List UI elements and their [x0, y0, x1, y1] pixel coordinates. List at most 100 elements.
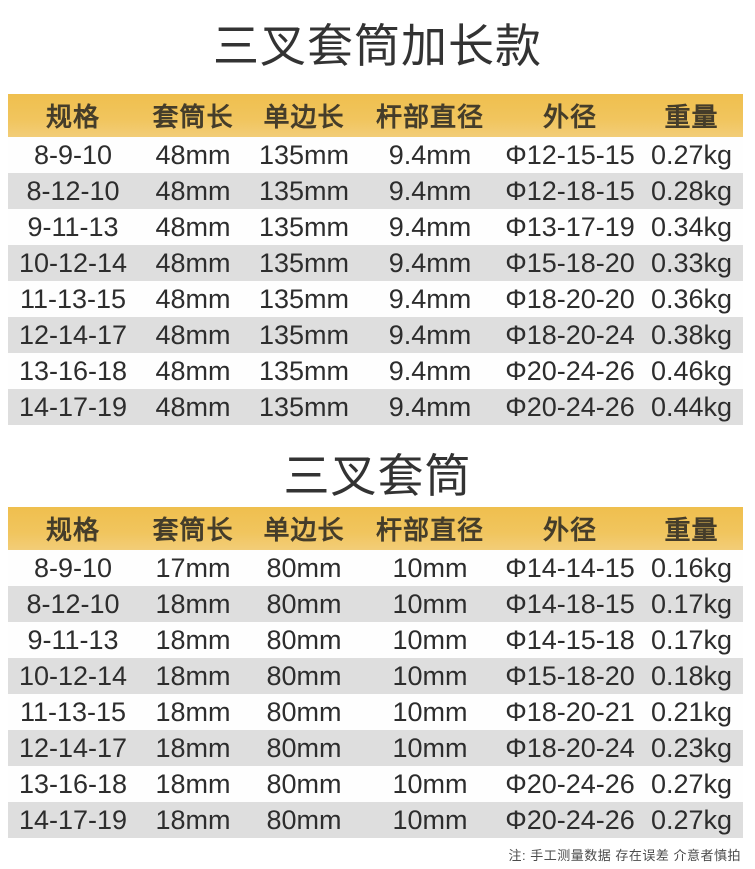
table-cell: Φ14-15-18	[505, 624, 635, 655]
footnote: 注: 手工测量数据 存在误差 介意者慎拍	[508, 848, 741, 863]
table-cell: 135mm	[258, 355, 350, 386]
table-row: 11-13-15 18mm 80mm 10mm Φ18-20-21 0.21kg	[8, 694, 743, 730]
spec-section-standard: 三叉套筒 规格 套筒长 单边长 杆部直径 外径 重量 8-9-10 17mm 80m…	[0, 445, 755, 838]
table-row: 14-17-19 18mm 80mm 10mm Φ20-24-26 0.27kg	[8, 802, 743, 838]
table-cell: 48mm	[155, 355, 231, 386]
table-row: 8-12-10 18mm 80mm 10mm Φ14-18-15 0.17kg	[8, 586, 743, 622]
table-row: 12-14-17 18mm 80mm 10mm Φ18-20-24 0.23kg	[8, 730, 743, 766]
table-cell: 80mm	[266, 732, 342, 763]
table-row: 13-16-18 18mm 80mm 10mm Φ20-24-26 0.27kg	[8, 766, 743, 802]
table-cell: 9.4mm	[388, 319, 472, 350]
table-cell: 10mm	[392, 624, 468, 655]
table-cell: 8-12-10	[26, 588, 120, 619]
table-cell: 10mm	[392, 768, 468, 799]
table-cell: 18mm	[155, 804, 231, 835]
table-cell: 0.17kg	[650, 588, 733, 619]
table-cell: 135mm	[258, 211, 350, 242]
table-cell: 8-9-10	[33, 552, 113, 583]
table-cell: 9.4mm	[388, 283, 472, 314]
table-cell: 0.34kg	[650, 211, 733, 242]
table-cell: 0.46kg	[650, 355, 733, 386]
column-header-rod-diameter: 杆部直径	[360, 94, 500, 137]
table-cell: 18mm	[155, 588, 231, 619]
table-cell: Φ13-17-19	[505, 211, 635, 242]
table-cell: 9.4mm	[388, 355, 472, 386]
table-cell: 0.28kg	[650, 175, 733, 206]
table-cell: 80mm	[266, 696, 342, 727]
table-cell: 0.18kg	[650, 660, 733, 691]
table-cell: 11-13-15	[19, 283, 127, 314]
column-header-weight: 重量	[640, 507, 743, 550]
table-cell: 48mm	[155, 283, 231, 314]
table-cell: Φ15-18-20	[505, 660, 635, 691]
table-cell: 135mm	[258, 139, 350, 170]
table-cell: 135mm	[258, 391, 350, 422]
table-cell: 80mm	[266, 804, 342, 835]
column-header-side-length: 单边长	[248, 507, 360, 550]
table-cell: 0.17kg	[650, 624, 733, 655]
table-cell: 11-13-15	[19, 696, 127, 727]
table-row: 9-11-13 48mm 135mm 9.4mm Φ13-17-19 0.34kg	[8, 209, 743, 245]
table-cell: 80mm	[266, 588, 342, 619]
table-cell: 48mm	[155, 247, 231, 278]
header-row: 规格 套筒长 单边长 杆部直径 外径 重量	[8, 507, 743, 550]
table-cell: 135mm	[258, 247, 350, 278]
table-cell: 0.27kg	[650, 139, 733, 170]
table-cell: 9-11-13	[27, 211, 119, 242]
table-cell: 135mm	[258, 319, 350, 350]
table-cell: 18mm	[155, 624, 231, 655]
column-header-socket-length: 套筒长	[138, 94, 248, 137]
table-cell: 0.23kg	[650, 732, 733, 763]
table-cell: 10-12-14	[18, 660, 128, 691]
table-cell: 0.33kg	[650, 247, 733, 278]
table-cell: 0.27kg	[650, 804, 733, 835]
section-title-standard: 三叉套筒	[283, 450, 472, 502]
table-cell: 135mm	[258, 283, 350, 314]
table-cell: 80mm	[266, 660, 342, 691]
column-header-outer-diameter: 外径	[500, 507, 640, 550]
table-cell: Φ18-20-21	[505, 696, 635, 727]
section-title-extended: 三叉套筒加长款	[213, 20, 542, 72]
table-cell: Φ20-24-26	[505, 768, 635, 799]
table-cell: 10-12-14	[18, 247, 128, 278]
table-cell: 18mm	[155, 696, 231, 727]
table-cell: 18mm	[155, 732, 231, 763]
table-row: 10-12-14 48mm 135mm 9.4mm Φ15-18-20 0.33kg	[8, 245, 743, 281]
table-cell: 48mm	[155, 139, 231, 170]
table-cell: Φ14-18-15	[505, 588, 635, 619]
table-cell: 10mm	[392, 804, 468, 835]
table-cell: 0.27kg	[650, 768, 733, 799]
table-cell: 9.4mm	[388, 175, 472, 206]
table-cell: 12-14-17	[18, 732, 128, 763]
table-cell: 18mm	[155, 660, 231, 691]
table-cell: 10mm	[392, 552, 468, 583]
table-cell: 135mm	[258, 175, 350, 206]
table-cell: 48mm	[155, 175, 231, 206]
spec-section-extended: 三叉套筒加长款 规格 套筒长 单边长 杆部直径 外径 重量 8-9-10 48mm…	[0, 0, 755, 425]
table-cell: 48mm	[155, 391, 231, 422]
column-header-spec: 规格	[8, 94, 138, 137]
table-cell: Φ18-20-20	[505, 283, 635, 314]
table-row: 9-11-13 18mm 80mm 10mm Φ14-15-18 0.17kg	[8, 622, 743, 658]
table-cell: Φ20-24-26	[505, 391, 635, 422]
table-cell: 48mm	[155, 319, 231, 350]
spec-table-standard: 规格 套筒长 单边长 杆部直径 外径 重量 8-9-10 17mm 80mm 10mm…	[8, 507, 743, 838]
table-cell: 9.4mm	[388, 211, 472, 242]
table-cell: 80mm	[266, 552, 342, 583]
table-row: 11-13-15 48mm 135mm 9.4mm Φ18-20-20 0.36kg	[8, 281, 743, 317]
table-cell: 8-9-10	[33, 139, 113, 170]
table-cell: 48mm	[155, 211, 231, 242]
spec-table-extended: 规格 套筒长 单边长 杆部直径 外径 重量 8-9-10 48mm 135mm 9.4…	[8, 94, 743, 425]
table-row: 14-17-19 48mm 135mm 9.4mm Φ20-24-26 0.44kg	[8, 389, 743, 425]
table-cell: 10mm	[392, 588, 468, 619]
table-cell: Φ20-24-26	[505, 355, 635, 386]
column-header-socket-length: 套筒长	[138, 507, 248, 550]
table-cell: 9.4mm	[388, 391, 472, 422]
table-cell: Φ12-15-15	[505, 139, 635, 170]
table-cell: Φ14-14-15	[505, 552, 635, 583]
table-row: 8-12-10 48mm 135mm 9.4mm Φ12-18-15 0.28kg	[8, 173, 743, 209]
table-cell: 9-11-13	[27, 624, 119, 655]
table-cell: 14-17-19	[18, 391, 128, 422]
table-cell: Φ20-24-26	[505, 804, 635, 835]
